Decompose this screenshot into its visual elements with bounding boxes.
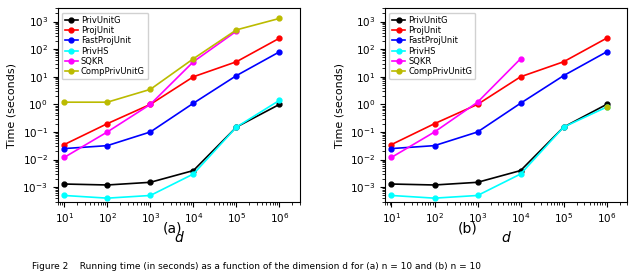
SQKR (60, 156, 68, 159)
Line: FastProjUnit: FastProjUnit (389, 49, 609, 151)
Y-axis label: Time (seconds): Time (seconds) (334, 62, 344, 148)
ProjUnit (388, 143, 396, 146)
ProjUnit (104, 122, 111, 125)
ProjUnit (189, 75, 197, 78)
SQKR (474, 101, 481, 104)
Line: CompPrivUnitG: CompPrivUnitG (62, 16, 282, 105)
FastProjUnit (232, 74, 240, 77)
PrivUnitG (431, 183, 438, 187)
PrivHS (189, 172, 197, 176)
PrivUnitG (232, 125, 240, 129)
CompPrivUnitG (189, 57, 197, 60)
FastProjUnit (474, 130, 481, 134)
PrivHS (232, 125, 240, 129)
FastProjUnit (147, 130, 154, 134)
Y-axis label: Time (seconds): Time (seconds) (7, 62, 17, 148)
Line: PrivHS: PrivHS (62, 98, 282, 200)
FastProjUnit (431, 144, 438, 147)
PrivHS (276, 99, 284, 102)
SQKR (232, 29, 240, 33)
PrivUnitG (516, 169, 524, 172)
PrivHS (516, 172, 524, 176)
Legend: PrivUnitG, ProjUnit, FastProjUnit, PrivHS, SQKR, CompPrivUnitG: PrivUnitG, ProjUnit, FastProjUnit, PrivH… (62, 13, 148, 80)
SQKR (388, 156, 396, 159)
Line: ProjUnit: ProjUnit (389, 36, 609, 147)
FastProjUnit (60, 147, 68, 150)
FastProjUnit (603, 50, 611, 53)
PrivUnitG (388, 182, 396, 186)
PrivUnitG (189, 169, 197, 172)
PrivHS (60, 194, 68, 197)
ProjUnit (431, 122, 438, 125)
PrivHS (388, 194, 396, 197)
PrivUnitG (474, 181, 481, 184)
X-axis label: d: d (175, 231, 183, 245)
PrivUnitG (104, 183, 111, 187)
FastProjUnit (104, 144, 111, 147)
PrivHS (560, 125, 568, 129)
ProjUnit (603, 36, 611, 40)
ProjUnit (276, 36, 284, 40)
Line: PrivUnitG: PrivUnitG (62, 102, 282, 187)
PrivUnitG (147, 181, 154, 184)
Line: SQKR: SQKR (62, 29, 239, 160)
Line: FastProjUnit: FastProjUnit (62, 49, 282, 151)
X-axis label: d: d (502, 231, 510, 245)
ProjUnit (147, 103, 154, 106)
ProjUnit (560, 60, 568, 64)
PrivHS (147, 194, 154, 197)
Line: PrivUnitG: PrivUnitG (389, 102, 609, 187)
PrivUnitG (603, 103, 611, 106)
SQKR (147, 103, 154, 106)
ProjUnit (516, 75, 524, 78)
CompPrivUnitG (60, 101, 68, 104)
SQKR (189, 60, 197, 64)
PrivUnitG (276, 103, 284, 106)
CompPrivUnitG (147, 88, 154, 91)
Line: SQKR: SQKR (389, 56, 523, 160)
SQKR (104, 130, 111, 134)
PrivUnitG (60, 182, 68, 186)
ProjUnit (60, 143, 68, 146)
CompPrivUnitG (232, 28, 240, 32)
Text: (a): (a) (163, 221, 182, 235)
Text: (b): (b) (458, 221, 477, 235)
SQKR (516, 57, 524, 60)
CompPrivUnitG (104, 101, 111, 104)
PrivHS (431, 197, 438, 200)
Line: ProjUnit: ProjUnit (62, 36, 282, 147)
ProjUnit (232, 60, 240, 64)
CompPrivUnitG (276, 17, 284, 20)
Legend: PrivUnitG, ProjUnit, FastProjUnit, PrivHS, SQKR, CompPrivUnitG: PrivUnitG, ProjUnit, FastProjUnit, PrivH… (389, 13, 476, 80)
PrivHS (104, 197, 111, 200)
PrivHS (474, 194, 481, 197)
PrivHS (603, 105, 611, 109)
Text: Figure 2    Running time (in seconds) as a function of the dimension d for (a) n: Figure 2 Running time (in seconds) as a … (32, 262, 481, 271)
ProjUnit (474, 103, 481, 106)
FastProjUnit (516, 102, 524, 105)
PrivUnitG (560, 125, 568, 129)
SQKR (431, 130, 438, 134)
FastProjUnit (560, 74, 568, 77)
FastProjUnit (189, 102, 197, 105)
FastProjUnit (276, 50, 284, 53)
FastProjUnit (388, 147, 396, 150)
Line: PrivHS: PrivHS (389, 105, 609, 200)
